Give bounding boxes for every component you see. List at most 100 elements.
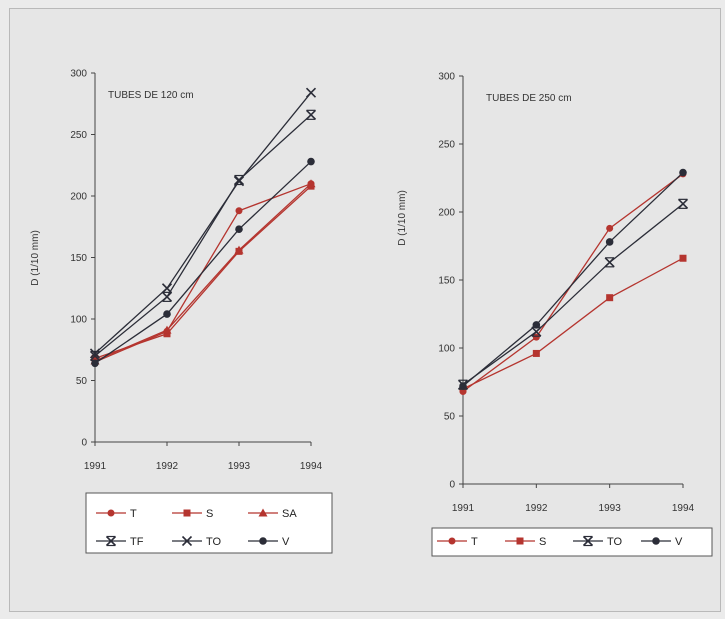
chart-left-legend-t-marker-shape bbox=[107, 509, 115, 517]
chart-right-legend: T S TO V bbox=[431, 527, 713, 557]
chart-left-legend-v-marker-shape bbox=[259, 537, 267, 545]
chart-left-legend-v-label: V bbox=[282, 536, 290, 548]
chart-left-legend-to-label: TO bbox=[206, 536, 222, 548]
chart-left-ytick-label: 150 bbox=[70, 253, 87, 264]
chart-right-xtick-label: 1992 bbox=[525, 503, 548, 514]
chart-right-series-v-point bbox=[459, 382, 467, 390]
chart-left-series-v-point bbox=[163, 310, 171, 318]
chart-left-series-v-line bbox=[94, 161, 312, 364]
chart-left-series-sa-point bbox=[234, 245, 244, 254]
chart-right-series-v-point bbox=[679, 168, 687, 177]
chart-right-series-s-point bbox=[679, 254, 687, 262]
chart-left-xtick-label: 1993 bbox=[228, 461, 251, 472]
chart-left-series-v-point-shape bbox=[235, 225, 243, 234]
chart-right-series-v-point-shape bbox=[532, 321, 541, 329]
chart-left-series-to-point-stroke-b bbox=[305, 87, 317, 98]
chart-right-ytick-label: 50 bbox=[444, 412, 456, 423]
chart-left-series-to-point bbox=[233, 176, 245, 187]
chart-left-xtick-label: 1992 bbox=[156, 461, 179, 472]
chart-left-series-to-point bbox=[161, 283, 173, 294]
chart-left-series-v-point-shape bbox=[307, 157, 315, 166]
chart-right-series-s-point-shape bbox=[606, 294, 614, 302]
chart-right-ytick-label: 200 bbox=[438, 208, 455, 219]
chart-right-series-t-point bbox=[606, 224, 614, 232]
chart-left-series-to-point-stroke-b bbox=[89, 348, 101, 359]
chart-left-legend-v-marker bbox=[259, 537, 267, 545]
chart-right-legend-s-label: S bbox=[539, 536, 546, 548]
chart-left-series-to-point bbox=[89, 348, 101, 359]
chart-right-series-to-point-stroke-b bbox=[604, 257, 615, 268]
chart-right-series-to-point bbox=[604, 257, 615, 268]
chart-right-legend-v-marker-shape bbox=[652, 537, 660, 545]
chart-left-series-to-line bbox=[94, 92, 312, 354]
chart-right-series-to-point-stroke-b bbox=[531, 326, 542, 337]
chart-left-series-t-point bbox=[235, 207, 243, 215]
chart-right-axes: 0 50 100 150 200 250 300 1991 1992 1993 1994 bbox=[438, 72, 694, 515]
chart-right-xtick-label: 1991 bbox=[452, 503, 475, 514]
chart-left-series-t-line bbox=[94, 183, 312, 363]
chart-left-ytick-label: 100 bbox=[70, 315, 87, 326]
chart-right-xtick-label: 1993 bbox=[599, 503, 622, 514]
chart-left-series-s-point bbox=[163, 330, 171, 338]
chart-right-series-t-point-shape bbox=[606, 224, 614, 232]
chart-left-plot bbox=[89, 87, 317, 368]
chart-left-ylabel: D (1/10 mm) bbox=[30, 230, 41, 286]
chart-left-legend-s-marker-shape bbox=[183, 509, 191, 517]
chart-right-legend-s-marker bbox=[516, 537, 524, 545]
chart-left-series-tf-point bbox=[161, 291, 173, 302]
chart-left-legend-box bbox=[85, 492, 333, 554]
chart-right-series-v-point bbox=[532, 321, 541, 329]
chart-left-series-to-point-stroke-b bbox=[161, 283, 173, 294]
chart-right-series-t-point-shape bbox=[532, 333, 540, 341]
chart-left-legend-to-marker-stroke-b bbox=[181, 535, 193, 547]
chart-right-series-v-point-shape bbox=[459, 382, 467, 390]
chart-right-series-s-point bbox=[606, 294, 614, 302]
chart-left: TUBES DE 120 cm D (1/10 mm) 0 50 100 150 200… bbox=[30, 69, 333, 554]
chart-right-ylabel: D (1/10 mm) bbox=[397, 190, 408, 246]
chart-right-legend-t-marker-shape bbox=[448, 537, 456, 545]
chart-left-series-v-point bbox=[307, 157, 315, 166]
chart-left-xtick-label: 1994 bbox=[300, 461, 323, 472]
chart-right-legend-v-label: V bbox=[675, 536, 683, 548]
chart-right-ytick-label: 300 bbox=[438, 72, 455, 83]
chart-left-series-v-point bbox=[91, 359, 99, 368]
chart-left-series-v-point-shape bbox=[91, 359, 99, 368]
chart-left-series-to-point bbox=[305, 87, 317, 98]
chart-left-legend-tf-marker-stroke-b bbox=[105, 535, 117, 547]
chart-left-ytick-label: 200 bbox=[70, 192, 87, 203]
chart-left-legend-sa-marker bbox=[258, 508, 268, 517]
chart-left-ytick-label: 50 bbox=[76, 376, 88, 387]
chart-left-legend: T S SA TF TO V bbox=[85, 492, 333, 554]
chart-right-legend-s-marker-shape bbox=[516, 537, 524, 545]
chart-left-legend-t-label: T bbox=[130, 508, 137, 520]
chart-left-axes: 0 50 100 150 200 250 300 1991 1992 1993 1994 bbox=[70, 69, 322, 473]
chart-right-legend-v-marker bbox=[652, 537, 660, 545]
chart-right-series-v-point-shape bbox=[605, 238, 614, 246]
chart-right-legend-to-marker-stroke-b bbox=[582, 535, 594, 547]
chart-left-series-tf-line bbox=[94, 114, 312, 357]
chart-left-xtick-label: 1991 bbox=[84, 461, 107, 472]
chart-left-ytick-label: 250 bbox=[70, 130, 87, 141]
chart-right-ytick-label: 150 bbox=[438, 276, 455, 287]
chart-right-series-s-point-shape bbox=[532, 349, 540, 357]
chart-right-series-s-point-shape bbox=[679, 254, 687, 262]
chart-left-legend-sa-marker-shape bbox=[258, 508, 268, 517]
chart-left-ytick-label: 300 bbox=[70, 69, 87, 80]
chart-right-legend-t-label: T bbox=[471, 536, 478, 548]
chart-left-series-sa-point-shape bbox=[306, 179, 316, 188]
chart-left-series-to-point-stroke-b bbox=[233, 176, 245, 187]
chart-left-ytick-label: 0 bbox=[81, 438, 87, 449]
chart-right-series-to-point bbox=[677, 198, 689, 209]
chart-right-series-v-point-shape bbox=[679, 168, 687, 177]
chart-right-ytick-label: 0 bbox=[449, 480, 455, 491]
chart-left-series-v-point bbox=[235, 225, 243, 234]
chart-right-series-s-point bbox=[532, 349, 540, 357]
chart-right-series-to-line bbox=[462, 203, 684, 386]
chart-left-series-tf-point-stroke-b bbox=[89, 350, 101, 361]
chart-left-series-tf-point bbox=[305, 109, 317, 120]
chart-right-legend-t-marker bbox=[448, 537, 456, 545]
chart-right-series-t-point bbox=[532, 333, 540, 341]
chart-left-series-sa-point bbox=[306, 179, 316, 188]
chart-left-series-tf-point-stroke-b bbox=[305, 109, 317, 120]
